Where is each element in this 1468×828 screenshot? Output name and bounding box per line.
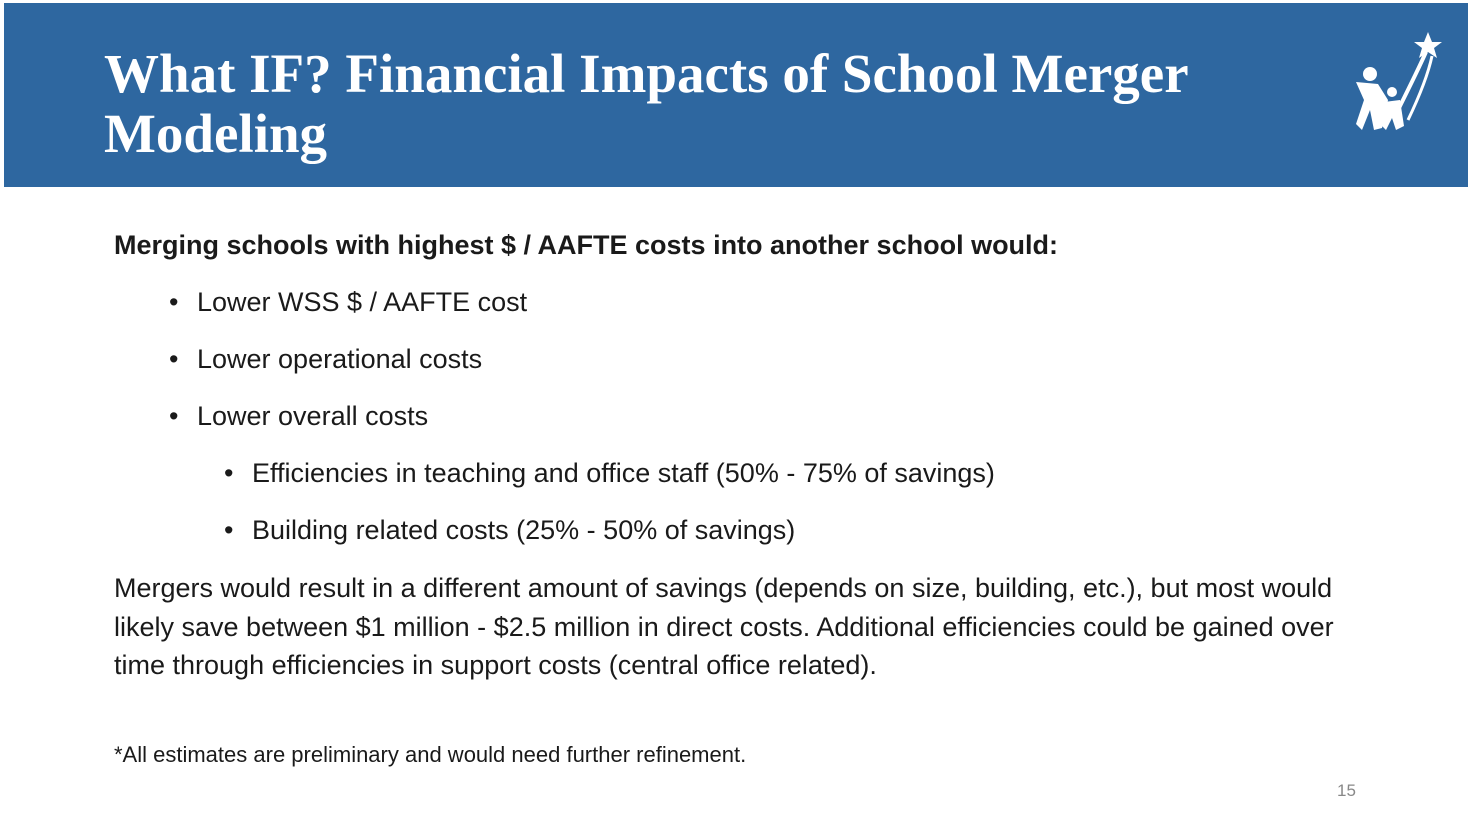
logo [1356,32,1442,130]
sub-bullet: Building related costs (25% - 50% of sav… [224,515,795,546]
footnote: *All estimates are preliminary and would… [114,742,747,767]
header-band [4,3,1468,187]
lead-text: Merging schools with highest $ / AAFTE c… [114,230,1059,260]
paragraph: Mergers would result in a different amou… [114,573,1334,680]
slide-title: What IF? Financial Impacts of School Mer… [104,43,1188,164]
sub-bullet: Efficiencies in teaching and office staf… [224,458,995,489]
bullet: Lower WSS $ / AAFTE cost [169,287,527,318]
page-number: 15 [1337,781,1356,800]
bullet: Lower overall costs [169,401,428,432]
bullet: Lower operational costs [169,344,482,375]
